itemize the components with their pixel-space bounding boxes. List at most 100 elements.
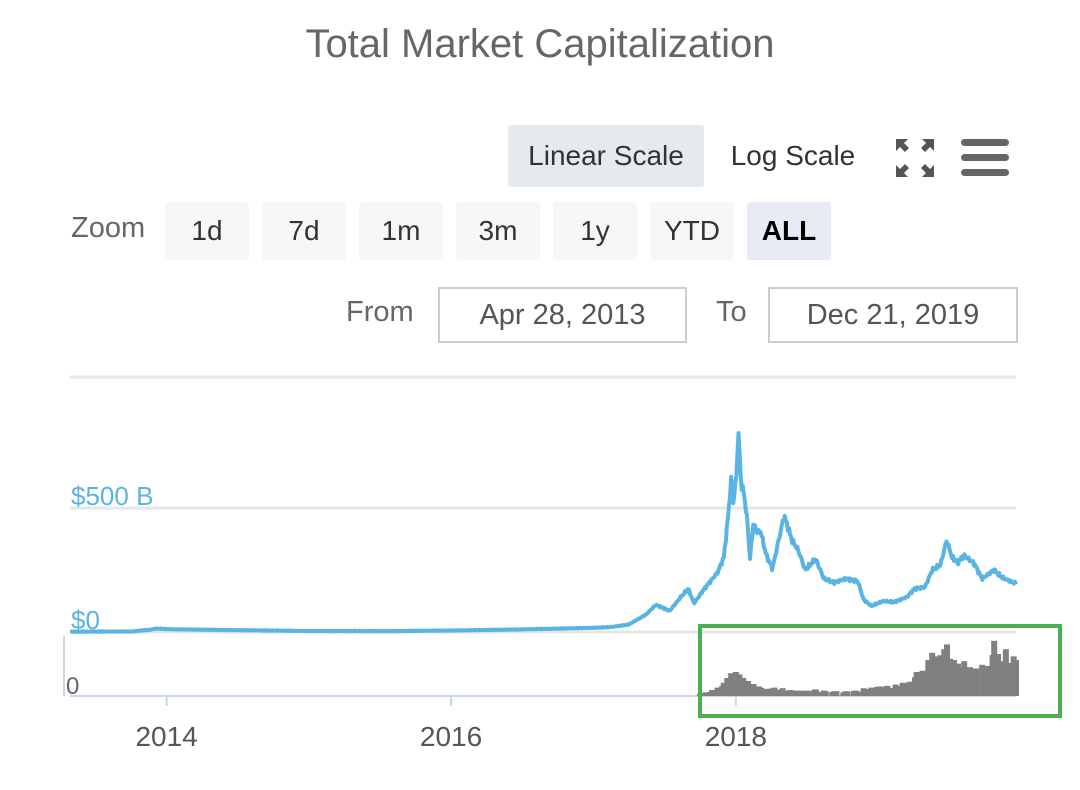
zoom-all-button[interactable]: ALL [747,202,831,260]
volume-bar [947,658,954,696]
volume-bar [792,690,796,696]
volume-bar [858,691,862,696]
volume-bar [836,691,840,696]
volume-bar [847,691,851,696]
volume-bar [907,681,914,696]
zoom-1y-button[interactable]: 1y [553,202,637,260]
fullscreen-icon[interactable] [895,138,935,178]
volume-bar [967,667,974,696]
volume-bar [850,691,854,696]
volume-bar [777,689,781,696]
zoom-1m-button[interactable]: 1m [359,202,443,260]
volume-bar [899,682,906,696]
volume-bar [831,691,838,696]
zoom-label: Zoom [71,212,146,244]
volume-bar [709,690,716,696]
volume-bar [825,691,829,696]
zoom-3m-button[interactable]: 3m [456,202,540,260]
volume-bar [800,690,804,696]
volume-bar [905,682,909,696]
to-label: To [716,296,747,328]
volume-bar [979,664,986,696]
volume-bar [840,692,844,696]
volume-bar [951,660,958,696]
volume-bar [984,666,991,696]
volume-bar [860,688,867,696]
x-tick-label: 2016 [420,721,482,752]
volume-axis-label: 0 [66,673,79,700]
log-scale-button[interactable]: Log Scale [730,140,856,171]
volume-bar [755,686,762,696]
volume-bar [971,668,975,696]
volume-bar [913,672,920,696]
volume-bar [707,692,711,696]
volume-bar [702,692,709,696]
from-date-input[interactable]: Apr 28, 2013 [438,287,687,343]
volume-bar [876,686,883,696]
volume-bar [820,690,827,696]
volume-bar [719,685,723,696]
to-date-input[interactable]: Dec 21, 2019 [768,287,1018,343]
volume-bar [779,688,786,696]
volume-bar [768,688,772,696]
volume-bar [720,682,727,696]
volume-bar [866,689,870,696]
volume-bar [724,678,731,696]
volume-bar [998,661,1005,696]
volume-bar [929,652,936,696]
from-label: From [346,296,414,328]
volume-bar [771,687,778,696]
zoom-ytd-button[interactable]: YTD [650,202,734,260]
volume-bar [818,691,822,696]
volume-bar [761,687,765,696]
volume-bar [959,667,963,696]
volume-bar [991,640,998,696]
volume-bar [829,692,833,696]
volume-bar [736,674,743,696]
volume-bar [1013,660,1019,696]
volume-bar [1006,663,1013,696]
volume-bar [884,685,891,696]
volume-bar [803,690,810,696]
volume-bar [842,691,849,696]
volume-bar [852,690,859,696]
volume-bar [989,655,993,696]
volume-bar [919,670,926,696]
volume-bar [1002,649,1009,696]
market-cap-series-line [69,431,1018,634]
volume-bar [744,681,751,696]
x-tick-label: 2018 [705,721,767,752]
volume-bar [937,655,944,696]
volume-bar [811,689,815,696]
volume-bar [897,686,901,696]
linear-scale-button[interactable]: Linear Scale [508,125,704,187]
zoom-1d-button[interactable]: 1d [165,202,249,260]
volume-bar [874,687,878,696]
volume-bar [961,661,968,696]
volume-bar [954,663,961,696]
volume-bar [763,688,770,696]
volume-bar [973,668,980,696]
volume-bar [728,673,735,696]
volume-bar [812,689,819,696]
x-tick-label: 2014 [135,721,197,752]
volume-bar [750,684,757,696]
volume-bar [925,660,932,696]
volume-bar [868,687,875,696]
volume-bar [714,687,721,696]
zoom-7d-button[interactable]: 7d [262,202,346,260]
chart-title: Total Market Capitalization [305,22,775,66]
hamburger-menu-icon[interactable] [961,138,1009,178]
volume-bar [808,691,812,696]
volume-bar [892,684,899,696]
volume-bar [795,690,802,696]
volume-bar [932,656,939,696]
y-tick-label: $500 B [71,481,153,511]
volume-bar [732,672,739,696]
volume-bar [912,677,916,696]
volume-bar [882,686,886,696]
volume-bar [995,654,1002,696]
volume-bar [787,690,794,696]
volume-highlight-box [698,624,1062,718]
